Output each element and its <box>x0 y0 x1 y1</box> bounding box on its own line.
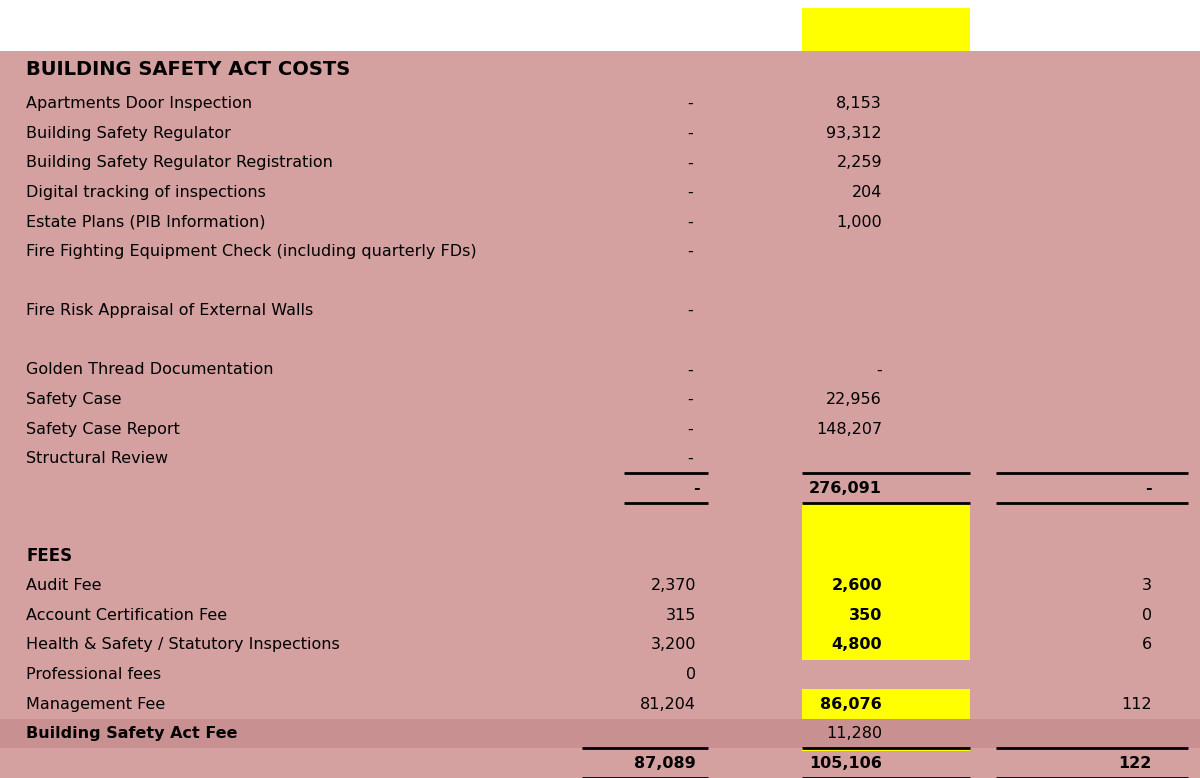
Text: Fire Fighting Equipment Check (including quarterly FDs): Fire Fighting Equipment Check (including… <box>26 244 478 259</box>
Bar <box>0 719 1200 748</box>
Text: -: - <box>688 156 692 170</box>
Text: 122: 122 <box>1118 755 1152 771</box>
Text: 2,370: 2,370 <box>650 578 696 594</box>
Text: 93,312: 93,312 <box>827 126 882 141</box>
Text: Structural Review: Structural Review <box>26 451 168 466</box>
Text: FEES: FEES <box>26 547 72 566</box>
Text: -: - <box>692 481 700 496</box>
Text: -: - <box>688 422 692 436</box>
Text: 315: 315 <box>666 608 696 623</box>
Text: 4,800: 4,800 <box>832 637 882 653</box>
Text: 1,000: 1,000 <box>836 215 882 230</box>
Bar <box>802 503 970 541</box>
Text: Safety Case: Safety Case <box>26 392 122 407</box>
Text: Account Certification Fee: Account Certification Fee <box>26 608 228 623</box>
Text: 3: 3 <box>1142 578 1152 594</box>
Text: Golden Thread Documentation: Golden Thread Documentation <box>26 363 274 377</box>
Bar <box>802 748 970 751</box>
Text: 105,106: 105,106 <box>809 755 882 771</box>
Text: 81,204: 81,204 <box>640 696 696 712</box>
Text: 2,259: 2,259 <box>836 156 882 170</box>
Text: -: - <box>688 363 692 377</box>
Text: BUILDING SAFETY ACT COSTS: BUILDING SAFETY ACT COSTS <box>26 60 350 79</box>
Bar <box>802 630 970 660</box>
Text: -: - <box>688 244 692 259</box>
Text: -: - <box>688 392 692 407</box>
Text: 2,600: 2,600 <box>832 578 882 594</box>
Text: -: - <box>688 126 692 141</box>
Text: Building Safety Regulator Registration: Building Safety Regulator Registration <box>26 156 334 170</box>
Bar <box>0 0 1200 51</box>
Text: 87,089: 87,089 <box>635 755 696 771</box>
Text: Safety Case Report: Safety Case Report <box>26 422 180 436</box>
Text: 3,200: 3,200 <box>650 637 696 653</box>
Text: Professional fees: Professional fees <box>26 667 162 682</box>
Text: -: - <box>688 215 692 230</box>
Text: Digital tracking of inspections: Digital tracking of inspections <box>26 185 266 200</box>
Text: 8,153: 8,153 <box>836 96 882 111</box>
Text: 276,091: 276,091 <box>809 481 882 496</box>
Text: Building Safety Act Fee: Building Safety Act Fee <box>26 726 238 741</box>
Text: Building Safety Regulator: Building Safety Regulator <box>26 126 232 141</box>
Text: -: - <box>688 185 692 200</box>
Text: Fire Risk Appraisal of External Walls: Fire Risk Appraisal of External Walls <box>26 303 313 318</box>
Text: Management Fee: Management Fee <box>26 696 166 712</box>
Bar <box>802 601 970 630</box>
Bar <box>802 689 970 719</box>
Bar <box>802 571 970 601</box>
Text: 148,207: 148,207 <box>816 422 882 436</box>
Text: -: - <box>688 96 692 111</box>
Text: 204: 204 <box>852 185 882 200</box>
Text: 112: 112 <box>1121 696 1152 712</box>
Text: 22,956: 22,956 <box>827 392 882 407</box>
Text: 11,280: 11,280 <box>826 726 882 741</box>
Text: -: - <box>688 451 692 466</box>
Text: Health & Safety / Statutory Inspections: Health & Safety / Statutory Inspections <box>26 637 340 653</box>
Text: -: - <box>1145 481 1152 496</box>
Bar <box>802 541 970 571</box>
Text: 6: 6 <box>1142 637 1152 653</box>
Text: -: - <box>688 303 692 318</box>
Bar <box>802 8 970 51</box>
Text: 86,076: 86,076 <box>821 696 882 712</box>
Text: Audit Fee: Audit Fee <box>26 578 102 594</box>
Text: 0: 0 <box>1142 608 1152 623</box>
Text: -: - <box>876 363 882 377</box>
Text: 0: 0 <box>686 667 696 682</box>
Text: Estate Plans (PIB Information): Estate Plans (PIB Information) <box>26 215 266 230</box>
Text: Apartments Door Inspection: Apartments Door Inspection <box>26 96 252 111</box>
Text: 350: 350 <box>848 608 882 623</box>
